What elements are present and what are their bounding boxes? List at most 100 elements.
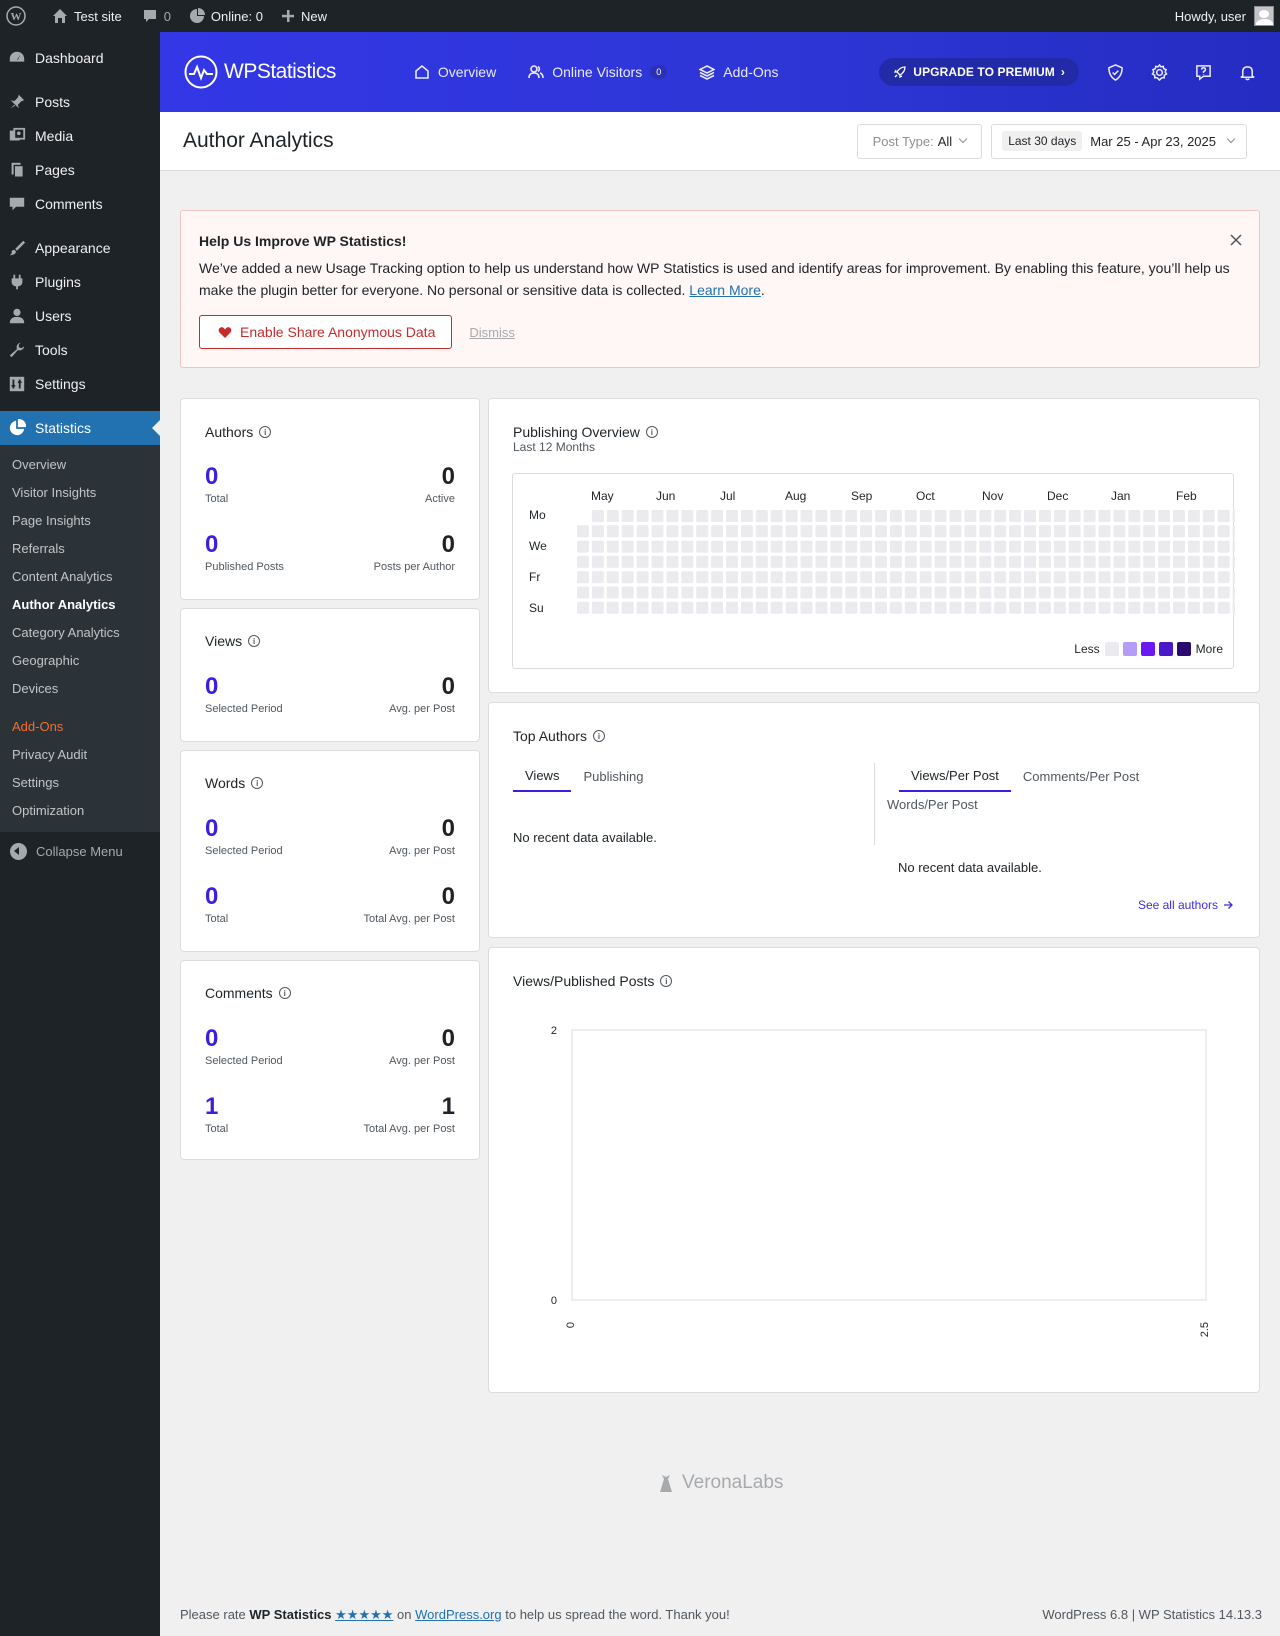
heatmap-cell[interactable] — [636, 586, 649, 599]
heatmap-cell[interactable] — [1083, 571, 1096, 584]
heatmap-cell[interactable] — [875, 601, 887, 614]
heatmap-cell[interactable] — [740, 540, 753, 553]
heatmap-cell[interactable] — [800, 525, 813, 538]
heatmap-cell[interactable] — [1143, 601, 1156, 614]
heatmap-cell[interactable] — [1068, 555, 1081, 568]
submenu-devices[interactable]: Devices — [12, 680, 59, 696]
heatmap-cell[interactable] — [1202, 510, 1215, 522]
heatmap-cell[interactable] — [1038, 586, 1051, 599]
heatmap-cell[interactable] — [636, 555, 649, 568]
heatmap-cell[interactable] — [1053, 525, 1066, 538]
heatmap-cell[interactable] — [1083, 540, 1096, 553]
heatmap-cell[interactable] — [1024, 586, 1036, 599]
heatmap-cell[interactable] — [726, 525, 738, 538]
heatmap-cell[interactable] — [889, 525, 902, 538]
heatmap-cell[interactable] — [666, 540, 679, 553]
heatmap-cell[interactable] — [830, 586, 843, 599]
heatmap-cell[interactable] — [591, 571, 604, 584]
heatmap-cell[interactable] — [979, 555, 992, 568]
heatmap-cell[interactable] — [785, 555, 798, 568]
heatmap-cell[interactable] — [919, 525, 932, 538]
heatmap-cell[interactable] — [1128, 571, 1141, 584]
heatmap-cell[interactable] — [1113, 601, 1126, 614]
heatmap-cell[interactable] — [800, 601, 813, 614]
heatmap-cell[interactable] — [711, 601, 724, 614]
heatmap-cell[interactable] — [1038, 571, 1051, 584]
heatmap-cell[interactable] — [1053, 540, 1066, 553]
heatmap-cell[interactable] — [904, 586, 917, 599]
menu-users[interactable]: Users — [0, 299, 160, 333]
heatmap-cell[interactable] — [830, 510, 843, 522]
info-icon[interactable]: i — [248, 635, 261, 647]
menu-tools[interactable]: Tools — [0, 333, 160, 367]
heatmap-cell[interactable] — [800, 555, 813, 568]
submenu-add-ons[interactable]: Add-Ons — [12, 718, 64, 734]
heatmap-cell[interactable] — [755, 510, 768, 522]
menu-statistics[interactable]: Statistics — [0, 411, 160, 445]
heatmap-cell[interactable] — [711, 510, 724, 522]
submenu-settings[interactable]: Settings — [12, 774, 59, 790]
heatmap-cell[interactable] — [875, 586, 887, 599]
heatmap-cell[interactable] — [1217, 510, 1230, 522]
heatmap-cell[interactable] — [606, 540, 619, 553]
nav-add-ons[interactable]: Add-Ons — [699, 64, 779, 80]
heatmap-cell[interactable] — [651, 510, 664, 522]
heatmap-cell[interactable] — [1232, 555, 1235, 568]
heatmap-cell[interactable] — [994, 525, 1007, 538]
heatmap-cell[interactable] — [1158, 571, 1171, 584]
heatmap-cell[interactable] — [964, 571, 977, 584]
heatmap-cell[interactable] — [860, 525, 873, 538]
menu-dashboard[interactable]: Dashboard — [0, 41, 160, 75]
heatmap-cell[interactable] — [964, 540, 977, 553]
heatmap-cell[interactable] — [800, 540, 813, 553]
heatmap-cell[interactable] — [1173, 586, 1185, 599]
heatmap-cell[interactable] — [1113, 525, 1126, 538]
heatmap-cell[interactable] — [934, 586, 947, 599]
heatmap-cell[interactable] — [934, 571, 947, 584]
heatmap-cell[interactable] — [979, 525, 992, 538]
heatmap-cell[interactable] — [875, 571, 887, 584]
info-icon[interactable]: i — [592, 730, 605, 742]
heatmap-cell[interactable] — [860, 571, 873, 584]
gear-icon[interactable] — [1151, 63, 1168, 81]
heatmap-cell[interactable] — [1143, 540, 1156, 553]
heatmap-cell[interactable] — [785, 571, 798, 584]
heatmap-cell[interactable] — [591, 601, 604, 614]
online-link[interactable]: Online: 0 — [181, 0, 271, 32]
heatmap-cell[interactable] — [696, 586, 709, 599]
wp-logo-icon[interactable]: W — [0, 0, 34, 32]
heatmap-cell[interactable] — [919, 510, 932, 522]
heatmap-cell[interactable] — [681, 571, 694, 584]
heatmap-cell[interactable] — [770, 540, 783, 553]
heatmap-cell[interactable] — [785, 540, 798, 553]
heatmap-cell[interactable] — [696, 510, 709, 522]
heatmap-cell[interactable] — [830, 540, 843, 553]
heatmap-cell[interactable] — [666, 555, 679, 568]
heatmap-cell[interactable] — [606, 586, 619, 599]
heatmap-cell[interactable] — [889, 601, 902, 614]
heatmap-cell[interactable] — [606, 571, 619, 584]
heatmap-cell[interactable] — [740, 601, 753, 614]
heatmap-cell[interactable] — [964, 510, 977, 522]
learn-more-link[interactable]: Learn More — [689, 282, 761, 298]
heatmap-cell[interactable] — [949, 601, 962, 614]
heatmap-cell[interactable] — [904, 555, 917, 568]
heatmap-cell[interactable] — [1232, 586, 1235, 599]
heatmap-cell[interactable] — [860, 586, 873, 599]
heatmap-cell[interactable] — [889, 510, 902, 522]
heatmap-cell[interactable] — [651, 555, 664, 568]
heatmap-cell[interactable] — [949, 586, 962, 599]
heatmap-cell[interactable] — [621, 601, 634, 614]
heatmap-cell[interactable] — [1024, 601, 1036, 614]
heatmap-cell[interactable] — [1232, 540, 1235, 553]
heatmap-cell[interactable] — [845, 571, 858, 584]
heatmap-cell[interactable] — [979, 586, 992, 599]
nav-online-visitors[interactable]: Online Visitors 0 — [528, 64, 668, 80]
heatmap-cell[interactable] — [919, 571, 932, 584]
comments-link[interactable]: 0 — [134, 0, 179, 32]
heatmap-cell[interactable] — [1068, 571, 1081, 584]
heatmap-cell[interactable] — [591, 510, 604, 522]
heatmap-cell[interactable] — [860, 510, 873, 522]
heatmap-cell[interactable] — [934, 601, 947, 614]
heatmap-cell[interactable] — [666, 586, 679, 599]
